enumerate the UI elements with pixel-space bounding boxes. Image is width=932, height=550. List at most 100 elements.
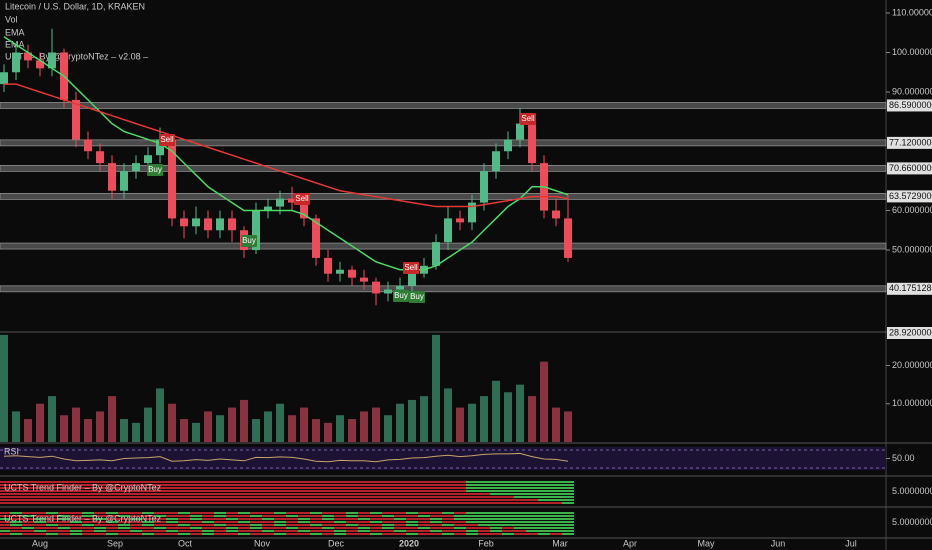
trend-stripe — [490, 484, 502, 486]
trend-stripe — [22, 499, 34, 501]
trend-stripe — [46, 527, 58, 529]
candle-body — [432, 242, 440, 266]
trend-stripe — [0, 502, 10, 504]
trend-stripe — [430, 530, 442, 532]
trend-stripe — [154, 533, 166, 535]
trend-stripe — [286, 518, 298, 520]
trend-stripe — [562, 512, 574, 514]
trend-stripe — [406, 512, 418, 514]
trend-stripe — [238, 515, 250, 517]
trend-stripe — [262, 490, 274, 492]
trend-stripe — [34, 496, 46, 498]
trend-stripe — [130, 524, 142, 526]
trend-stripe — [106, 530, 118, 532]
trend-stripe — [490, 527, 502, 529]
trend-stripe — [130, 487, 142, 489]
trend-stripe — [22, 515, 34, 517]
trend-stripe — [262, 496, 274, 498]
trend-stripe — [226, 530, 238, 532]
trend-stripe — [0, 515, 10, 517]
trend-stripe — [142, 496, 154, 498]
trend-stripe — [466, 533, 478, 535]
trend-stripe — [166, 527, 178, 529]
trend-stripe — [46, 490, 58, 492]
x-tick-label: May — [697, 538, 715, 548]
trend-stripe — [466, 496, 478, 498]
trend-stripe — [394, 484, 406, 486]
trend-stripe — [430, 512, 442, 514]
trend-stripe — [46, 512, 58, 514]
trend-stripe — [322, 533, 334, 535]
volume-bar — [0, 334, 8, 442]
trend-stripe — [10, 502, 22, 504]
candle-body — [12, 52, 20, 73]
trend-stripe — [142, 487, 154, 489]
trend-stripe — [442, 527, 454, 529]
x-tick-label: Nov — [254, 538, 271, 548]
trend-stripe — [262, 521, 274, 523]
trend-stripe — [418, 484, 430, 486]
candle-body — [444, 218, 452, 243]
trend-stripe — [502, 518, 514, 520]
trend-stripe — [214, 521, 226, 523]
volume-bar — [372, 407, 380, 442]
trend-stripe — [238, 499, 250, 501]
trend-stripe — [550, 512, 562, 514]
candle-body — [312, 218, 320, 258]
trend-stripe — [0, 481, 10, 483]
trend-stripe — [370, 484, 382, 486]
trend-stripe — [154, 521, 166, 523]
trend-stripe — [562, 499, 574, 501]
trend-stripe — [490, 490, 502, 492]
trend-stripe — [466, 481, 478, 483]
trend-stripe — [322, 499, 334, 501]
trend-stripe — [562, 484, 574, 486]
volume-bar — [204, 411, 212, 442]
trend-stripe — [130, 530, 142, 532]
trend-stripe — [34, 502, 46, 504]
y-tick-label: 110.00000000 — [892, 7, 932, 17]
trend-stripe — [430, 502, 442, 504]
trend-stripe — [370, 502, 382, 504]
trend-stripe — [22, 484, 34, 486]
trend-stripe — [346, 487, 358, 489]
trend-stripe — [154, 515, 166, 517]
trend-stripe — [238, 518, 250, 520]
trend-stripe — [562, 487, 574, 489]
x-tick-label: Feb — [478, 538, 494, 548]
trend-stripe — [550, 515, 562, 517]
trend-stripe — [130, 496, 142, 498]
trend-stripe — [394, 530, 406, 532]
volume-bar — [156, 388, 164, 442]
trend-stripe — [466, 484, 478, 486]
trend-stripe — [358, 527, 370, 529]
trend-stripe — [346, 530, 358, 532]
trend-stripe — [58, 524, 70, 526]
trend-stripe — [214, 512, 226, 514]
trend-stripe — [286, 481, 298, 483]
trend-stripe — [82, 527, 94, 529]
trend-stripe — [70, 533, 82, 535]
trend-stripe — [274, 487, 286, 489]
trend-stripe — [82, 481, 94, 483]
trend-stripe — [22, 490, 34, 492]
trend-stripe — [166, 502, 178, 504]
trend-stripe — [190, 518, 202, 520]
price-label-box — [887, 190, 932, 203]
volume-bar — [252, 419, 260, 442]
trend-stripe — [94, 518, 106, 520]
trend-stripe — [418, 533, 430, 535]
candle-body — [300, 202, 308, 219]
x-tick-label: Jun — [771, 538, 786, 548]
trend-stripe — [370, 518, 382, 520]
trend-stripe — [250, 530, 262, 532]
candle-body — [372, 281, 380, 294]
trend-stripe — [550, 524, 562, 526]
trend-stripe — [442, 502, 454, 504]
candle-body — [264, 206, 272, 211]
trend-stripe — [202, 515, 214, 517]
trend-stripe — [82, 533, 94, 535]
trend-stripe — [238, 502, 250, 504]
trend-stripe — [94, 512, 106, 514]
